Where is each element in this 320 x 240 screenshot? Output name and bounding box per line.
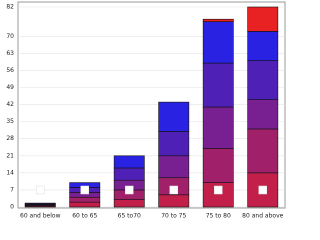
y-tick-label: 82 bbox=[6, 4, 14, 11]
bar-segment bbox=[247, 128, 279, 174]
y-tick-label: 7 bbox=[10, 186, 14, 193]
bar-segment bbox=[158, 155, 190, 179]
y-tick-label: 14 bbox=[6, 169, 14, 176]
plot-area bbox=[17, 1, 286, 209]
bar-segment bbox=[247, 31, 279, 61]
bar-icon bbox=[125, 185, 134, 195]
bar-segment bbox=[69, 201, 101, 208]
x-tick-label: 80 and above bbox=[242, 213, 283, 220]
x-tick-label: 60 to 65 bbox=[72, 213, 97, 220]
bar-segment bbox=[113, 155, 145, 169]
bar-segment bbox=[247, 6, 279, 32]
bar-icon bbox=[36, 185, 45, 195]
x-tick-label: 60 and below bbox=[20, 213, 61, 220]
bar-icon bbox=[80, 185, 89, 195]
bar-segment bbox=[247, 99, 279, 130]
y-tick-label: 63 bbox=[6, 50, 14, 57]
x-tick-label: 65 to70 bbox=[118, 213, 141, 220]
bar-segment bbox=[247, 60, 279, 100]
chart: 0 7 14 21 28 35 42 49 56 63 70 82 60 and below 60 to … bbox=[6, 1, 286, 220]
bar-icon bbox=[169, 185, 178, 195]
y-tick-label: 70 bbox=[6, 33, 14, 40]
x-tick-label: 75 to 80 bbox=[206, 213, 231, 220]
y-tick-label: 35 bbox=[6, 118, 14, 125]
bar-icon bbox=[258, 185, 267, 195]
bar-segment bbox=[158, 131, 190, 157]
y-tick-label: 49 bbox=[6, 84, 14, 91]
bar-segment bbox=[158, 194, 190, 208]
bar-segment bbox=[113, 167, 145, 181]
y-tick-label: 42 bbox=[6, 101, 14, 108]
y-tick-label: 0 bbox=[10, 204, 14, 211]
bar-segment bbox=[24, 202, 56, 205]
bar-segment bbox=[158, 101, 190, 132]
bar-segment bbox=[113, 199, 145, 208]
bar-icon bbox=[214, 185, 223, 195]
bar-segment bbox=[202, 18, 234, 22]
x-tick-label: 70 to 75 bbox=[161, 213, 186, 220]
y-tick-label: 28 bbox=[6, 135, 14, 142]
y-tick-label: 56 bbox=[6, 67, 14, 74]
y-tick-label: 21 bbox=[6, 152, 14, 159]
bar-segment bbox=[202, 62, 234, 108]
page: {"chart_data": {"type": "stacked-bar", "… bbox=[6, 1, 286, 220]
bar-segment bbox=[202, 21, 234, 64]
bar-segment bbox=[202, 106, 234, 149]
bar-segment bbox=[69, 196, 101, 203]
bar-segment bbox=[202, 148, 234, 183]
